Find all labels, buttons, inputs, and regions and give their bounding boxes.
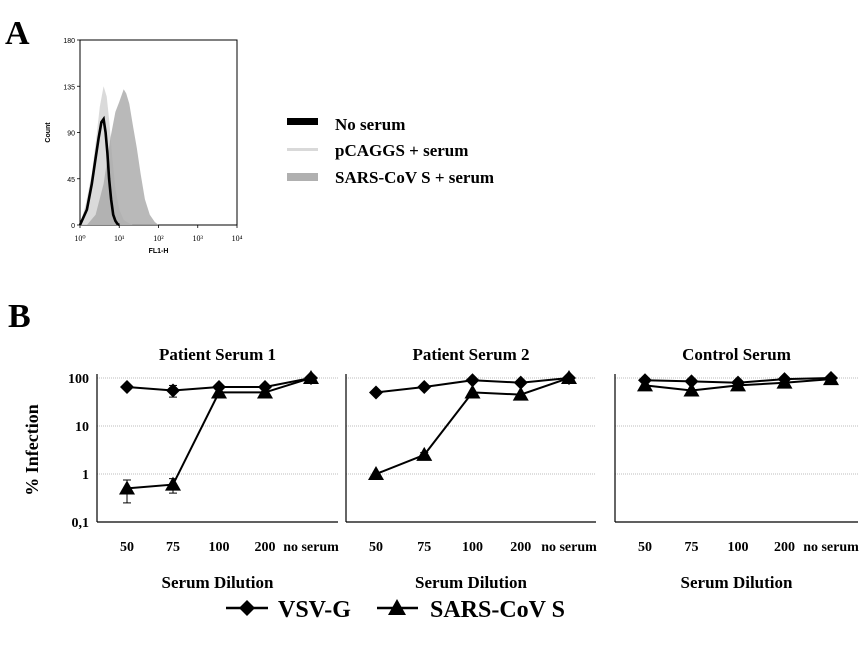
x-tick-label: no serum: [283, 540, 339, 555]
x-tick-label: no serum: [541, 540, 597, 555]
y-tick-label: 1: [82, 468, 89, 483]
data-point-vsv-g: [465, 373, 480, 388]
y-tick-label: 100: [68, 372, 89, 387]
x-axis-label: Serum Dilution: [162, 573, 274, 592]
flow-histogram: 0 45 90 135 180 10⁰ 10¹ 10² 10³ 10⁴ FL1-H Count: [45, 38, 243, 255]
legend-label-pcaggs: pCAGGS + serum: [335, 141, 468, 160]
x-tick-label: 50: [120, 540, 134, 555]
data-point-sars-cov-s: [119, 480, 135, 495]
legend-label-sars: SARS-CoV S + serum: [335, 168, 494, 187]
data-point-sars-cov-s: [561, 370, 577, 384]
histogram-legend: No serum pCAGGS + serum SARS-CoV S + ser…: [287, 115, 494, 187]
line-chart-control-serum: Control Serum 50 75 100 200 no serum Serum Dil…: [614, 345, 859, 592]
chart-title: Patient Serum 1: [159, 345, 276, 364]
histogram-x-axis-label: FL1-H: [149, 248, 169, 255]
y-axis-label: % Infection: [22, 404, 42, 496]
data-point-sars-cov-s: [416, 446, 433, 461]
data-point-sars-cov-s: [368, 466, 384, 480]
x-tick-label: 100: [209, 540, 230, 555]
panel-a-label: A: [5, 15, 30, 52]
histogram-y-axis-label: Count: [45, 122, 52, 143]
x-tick-label: 75: [417, 540, 431, 555]
data-point-vsv-g: [513, 375, 528, 390]
legend-swatch-sars: [287, 173, 318, 181]
histogram-x-tick-label: 10⁰: [74, 234, 85, 243]
histogram-x-tick-label: 10⁴: [232, 234, 243, 243]
x-tick-label: no serum: [803, 540, 859, 555]
x-axis-label: Serum Dilution: [415, 573, 527, 592]
data-point-sars-cov-s: [211, 384, 227, 399]
data-point-sars-cov-s: [257, 384, 273, 399]
data-point-sars-cov-s: [683, 382, 700, 397]
histogram-x-tick-label: 10¹: [114, 234, 125, 243]
x-tick-label: 200: [774, 540, 795, 555]
histogram-x-tick-label: 10³: [193, 234, 204, 243]
legend-swatch-pcaggs: [287, 148, 318, 151]
panel-b-label: B: [8, 298, 31, 335]
x-tick-label: 200: [510, 540, 531, 555]
legend-label-sars: SARS-CoV S: [430, 597, 565, 623]
x-tick-label: 100: [462, 540, 483, 555]
histogram-y-tick-label: 0: [71, 223, 75, 230]
x-tick-label: 75: [166, 540, 180, 555]
data-point-vsv-g: [417, 379, 432, 394]
diamond-icon: [239, 600, 255, 616]
data-point-vsv-g: [166, 383, 180, 398]
x-tick-label: 50: [638, 540, 652, 555]
x-tick-label: 75: [685, 540, 699, 555]
x-axis-label: Serum Dilution: [681, 573, 793, 592]
data-point-sars-cov-s: [165, 476, 181, 491]
legend-label-no-serum: No serum: [335, 115, 405, 134]
data-point-sars-cov-s: [512, 386, 529, 401]
data-point-sars-cov-s: [637, 377, 653, 392]
data-point-sars-cov-s: [730, 377, 746, 392]
series-legend: VSV-G SARS-CoV S: [226, 597, 565, 623]
chart-title: Patient Serum 2: [412, 345, 529, 364]
y-tick-label: 0,1: [72, 516, 90, 531]
histogram-y-tick-label: 90: [67, 131, 75, 138]
histogram-series-sars-cov-s-serum: [86, 89, 159, 225]
chart-title: Control Serum: [682, 345, 791, 364]
data-point-vsv-g: [120, 379, 134, 394]
data-point-sars-cov-s: [776, 374, 793, 389]
data-point-sars-cov-s: [464, 384, 481, 399]
histogram-series-no-serum: [78, 115, 120, 227]
data-point-sars-cov-s: [303, 370, 319, 384]
triangle-icon: [388, 599, 406, 615]
legend-swatch-no-serum: [287, 118, 318, 125]
line-chart-patient-serum-1: 0,1 1 10 100 % Infection Patient Serum 1 50 75 1…: [22, 345, 339, 592]
x-tick-label: 100: [728, 540, 749, 555]
legend-label-vsvg: VSV-G: [278, 597, 351, 623]
y-tick-label: 10: [75, 420, 89, 435]
data-point-sars-cov-s: [823, 371, 839, 386]
x-tick-label: 200: [255, 540, 276, 555]
x-tick-label: 50: [369, 540, 383, 555]
data-point-vsv-g: [369, 385, 383, 400]
histogram-y-tick-label: 180: [63, 38, 75, 45]
histogram-y-tick-label: 45: [67, 177, 75, 184]
data-point-vsv-g: [684, 374, 699, 389]
histogram-x-tick-label: 10²: [153, 234, 164, 243]
histogram-y-tick-label: 135: [63, 84, 75, 91]
line-chart-patient-serum-2: Patient Serum 2 50 75 100 200 no serum Serum D…: [345, 345, 597, 592]
